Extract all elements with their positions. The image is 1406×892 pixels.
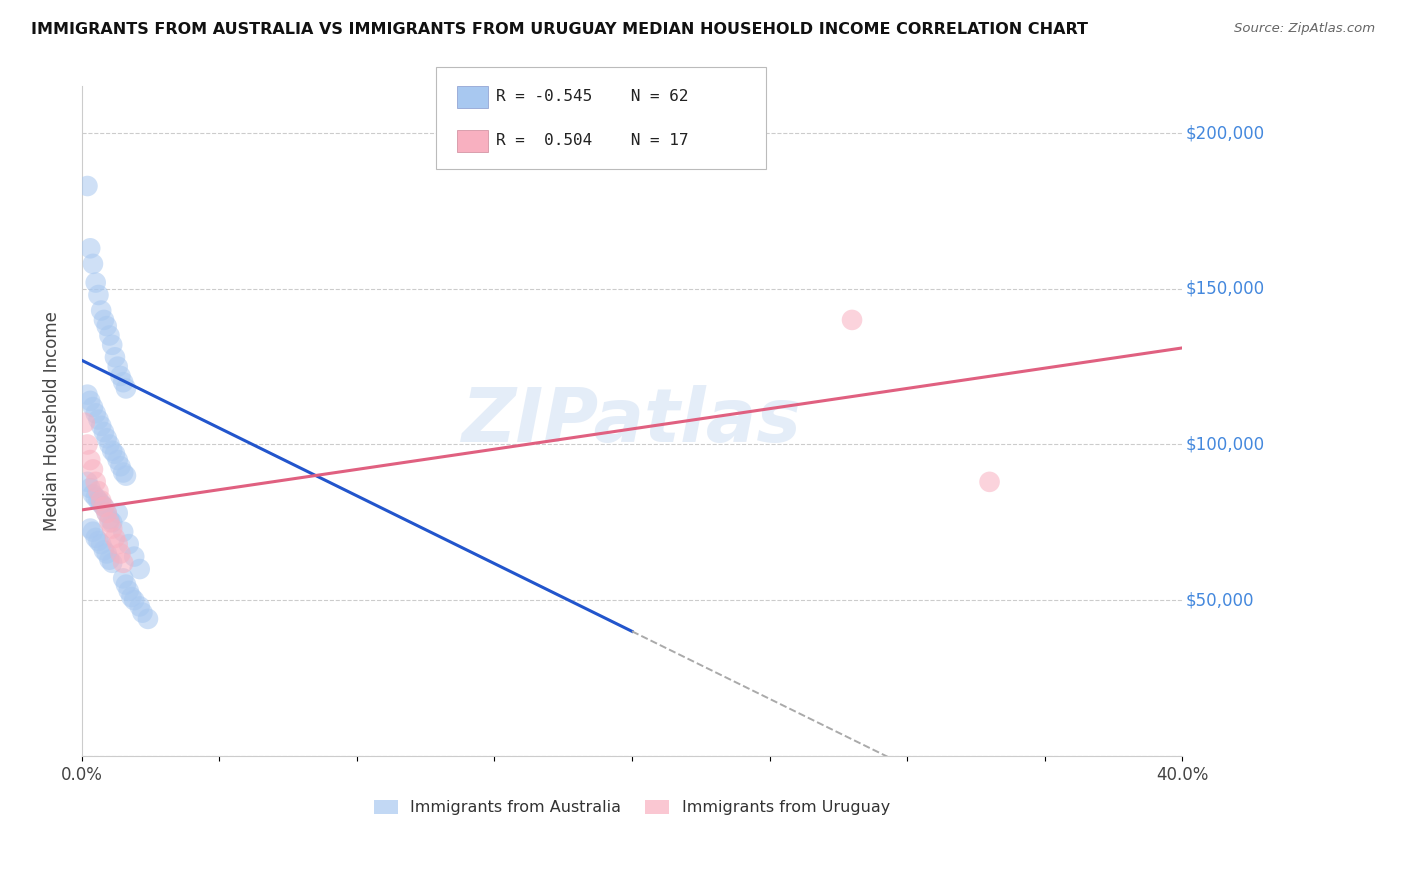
Point	[112, 524, 135, 539]
Point	[128, 599, 150, 614]
Point	[96, 506, 118, 520]
Text: $50,000: $50,000	[1185, 591, 1254, 609]
Point	[112, 571, 135, 585]
Point	[98, 512, 121, 526]
Point	[87, 493, 110, 508]
Point	[87, 412, 110, 426]
Point	[136, 612, 159, 626]
Point	[118, 537, 141, 551]
Point	[79, 241, 101, 255]
Point	[107, 537, 129, 551]
Point	[115, 381, 138, 395]
Point	[131, 606, 153, 620]
Point	[122, 593, 145, 607]
Point	[96, 319, 118, 334]
Point	[101, 338, 124, 352]
Point	[110, 547, 132, 561]
Point	[118, 583, 141, 598]
Point	[84, 475, 107, 489]
Point	[112, 466, 135, 480]
Point	[979, 475, 1001, 489]
Point	[76, 387, 98, 401]
Point	[84, 276, 107, 290]
Point	[76, 475, 98, 489]
Point	[79, 393, 101, 408]
Point	[107, 453, 129, 467]
Point	[101, 443, 124, 458]
Point	[90, 537, 112, 551]
Point	[107, 506, 129, 520]
Point	[98, 552, 121, 566]
Point	[90, 497, 112, 511]
Point	[76, 179, 98, 194]
Point	[120, 590, 142, 604]
Point	[104, 531, 127, 545]
Point	[110, 459, 132, 474]
Point	[122, 549, 145, 564]
Point	[79, 481, 101, 495]
Point	[104, 447, 127, 461]
Point	[90, 303, 112, 318]
Point	[115, 468, 138, 483]
Point	[101, 522, 124, 536]
Point	[93, 425, 115, 439]
Point	[84, 491, 107, 505]
Point	[82, 400, 104, 414]
Point	[98, 516, 121, 530]
Text: Source: ZipAtlas.com: Source: ZipAtlas.com	[1234, 22, 1375, 36]
Point	[110, 369, 132, 384]
Point	[79, 453, 101, 467]
Y-axis label: Median Household Income: Median Household Income	[44, 311, 60, 531]
Point	[841, 313, 863, 327]
Point	[82, 487, 104, 501]
Point	[82, 524, 104, 539]
Point	[107, 359, 129, 374]
Text: R =  0.504    N = 17: R = 0.504 N = 17	[496, 133, 689, 148]
Point	[98, 437, 121, 451]
Text: R = -0.545    N = 62: R = -0.545 N = 62	[496, 89, 689, 104]
Point	[90, 493, 112, 508]
Point	[96, 506, 118, 520]
Point	[87, 534, 110, 549]
Point	[96, 547, 118, 561]
Point	[112, 375, 135, 389]
Point	[82, 257, 104, 271]
Text: ZIPatlas: ZIPatlas	[463, 384, 801, 458]
Text: $150,000: $150,000	[1185, 280, 1264, 298]
Point	[101, 516, 124, 530]
Point	[76, 437, 98, 451]
Text: $200,000: $200,000	[1185, 124, 1264, 142]
Point	[98, 328, 121, 343]
Point	[93, 500, 115, 514]
Point	[84, 531, 107, 545]
Point	[79, 522, 101, 536]
Point	[87, 288, 110, 302]
Point	[128, 562, 150, 576]
Point	[93, 543, 115, 558]
Point	[93, 500, 115, 514]
Text: $100,000: $100,000	[1185, 435, 1264, 453]
Point	[112, 556, 135, 570]
Point	[96, 431, 118, 445]
Point	[73, 416, 96, 430]
Point	[87, 484, 110, 499]
Point	[115, 577, 138, 591]
Point	[82, 462, 104, 476]
Point	[93, 313, 115, 327]
Point	[84, 406, 107, 420]
Point	[90, 418, 112, 433]
Text: IMMIGRANTS FROM AUSTRALIA VS IMMIGRANTS FROM URUGUAY MEDIAN HOUSEHOLD INCOME COR: IMMIGRANTS FROM AUSTRALIA VS IMMIGRANTS …	[31, 22, 1088, 37]
Legend: Immigrants from Australia, Immigrants from Uruguay: Immigrants from Australia, Immigrants fr…	[367, 793, 897, 822]
Point	[101, 556, 124, 570]
Point	[104, 351, 127, 365]
